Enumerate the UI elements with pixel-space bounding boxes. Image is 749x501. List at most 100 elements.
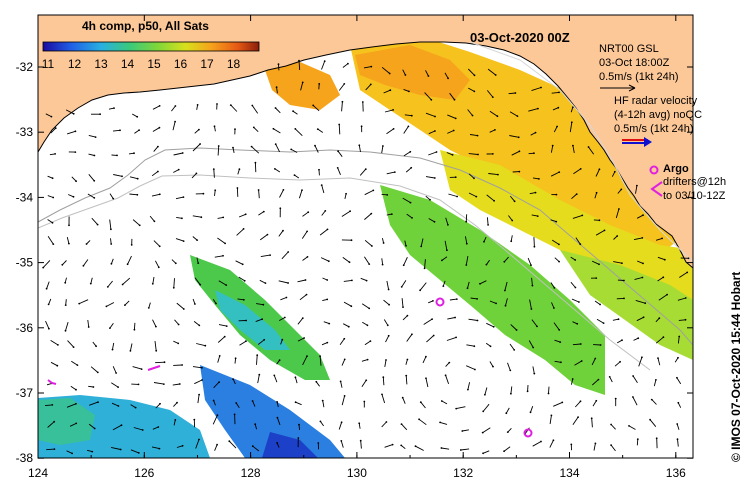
hf-line1: HF radar velocity [614, 95, 698, 107]
current-arrow-head [57, 344, 59, 346]
current-arrow-head [370, 66, 372, 68]
current-arrow-head [279, 359, 281, 361]
current-arrow-head [493, 200, 495, 202]
current-arrow-head [294, 128, 296, 130]
current-arrow-head [428, 75, 430, 77]
current-arrow-head [495, 74, 497, 76]
current-arrow-head [446, 249, 448, 251]
current-arrow-head [276, 86, 278, 88]
current-arrow-head [535, 192, 537, 194]
current-arrow-head [148, 307, 150, 309]
current-arrow-head [473, 177, 475, 179]
current-arrow-head [263, 339, 265, 341]
current-arrow-head [175, 105, 177, 107]
current-arrow-head [75, 130, 77, 132]
current-arrow-head [382, 376, 384, 378]
current-arrow-head [662, 276, 664, 278]
current-arrow-head [454, 99, 456, 101]
current-arrow-head [99, 113, 101, 115]
current-arrow-head [365, 379, 367, 381]
current-arrow-head [216, 444, 218, 446]
current-arrow-head [243, 299, 245, 301]
current-arrow-head [643, 316, 645, 318]
current-arrow-head [317, 442, 319, 444]
current-arrow-head [505, 412, 507, 414]
current-arrow [637, 439, 638, 445]
current-arrow-head [173, 287, 175, 289]
current-arrow-head [243, 228, 245, 230]
current-arrow-head [157, 146, 159, 148]
current-arrow-head [137, 178, 139, 180]
current-arrow-head [196, 239, 198, 241]
current-arrow-head [315, 381, 317, 383]
current-arrow-head [93, 180, 95, 182]
current-arrow-head [177, 343, 179, 345]
current-arrow-head [448, 362, 450, 364]
current-arrow-head [262, 304, 264, 306]
current-arrow-head [621, 339, 623, 341]
current-arrow-head [274, 168, 276, 170]
current-arrow-head [182, 152, 184, 154]
current-arrow-head [350, 305, 352, 307]
current-arrow-head [677, 402, 679, 404]
x-tick-label: 136 [666, 466, 686, 480]
current-arrow-head [411, 115, 413, 117]
current-arrow-head [303, 337, 305, 339]
current-arrow-head [436, 151, 438, 153]
current-arrow-head [344, 359, 346, 361]
current-arrow-head [599, 304, 601, 306]
current-arrow-head [226, 325, 228, 327]
current-arrow-head [420, 401, 422, 403]
current-arrow-head [382, 145, 384, 147]
current-arrow-head [343, 338, 345, 340]
current-arrow-head [649, 419, 651, 421]
current-arrow-head [155, 326, 157, 328]
current-arrow-head [213, 400, 215, 402]
current-arrow-head [473, 91, 475, 93]
current-arrow [383, 377, 384, 385]
current-arrow-head [361, 125, 363, 127]
current-arrow-head [214, 125, 216, 127]
current-arrow-head [83, 265, 85, 267]
current-arrow-head [658, 317, 660, 319]
current-arrow-head [477, 320, 479, 322]
current-arrow-head [95, 345, 97, 347]
current-arrow-head [273, 375, 275, 377]
current-arrow-head [51, 116, 53, 118]
current-arrow-head [492, 366, 494, 368]
current-arrow-head [340, 381, 342, 383]
current-arrow-head [73, 113, 75, 115]
current-arrow-head [117, 386, 119, 388]
current-arrow-head [197, 262, 199, 264]
wind-line2: 03-Oct 18:00Z [599, 57, 670, 69]
current-arrow-head [131, 244, 133, 246]
current-arrow-head [183, 196, 185, 198]
current-arrow-head [121, 175, 123, 177]
hf-line2: (4-12h avg) noQC [614, 109, 702, 121]
current-arrow-head [551, 415, 553, 417]
current-arrow-head [345, 193, 347, 195]
current-arrow-head [158, 266, 160, 268]
current-arrow-head [73, 196, 75, 198]
current-arrow-head [245, 213, 247, 215]
current-arrow-head [476, 298, 478, 300]
current-arrow-head [112, 349, 114, 351]
current-arrow-head [232, 147, 234, 149]
current-arrow-head [163, 383, 165, 385]
x-tick-label: 126 [134, 466, 154, 480]
current-arrow-head [314, 145, 316, 147]
current-arrow-head [495, 303, 497, 305]
current-arrow-head [401, 423, 403, 425]
current-arrow-head [298, 60, 300, 62]
current-arrow-head [394, 171, 396, 173]
current-arrow-head [493, 326, 495, 328]
current-arrow-head [408, 91, 410, 93]
colorbar-tick-label: 14 [121, 57, 135, 71]
current-arrow-head [306, 231, 308, 233]
current-arrow-head [409, 151, 411, 153]
current-arrow-head [636, 185, 638, 187]
current-arrow-head [482, 432, 484, 434]
current-arrow-head [533, 373, 535, 375]
current-arrow-head [387, 324, 389, 326]
current-arrow-head [119, 129, 121, 131]
